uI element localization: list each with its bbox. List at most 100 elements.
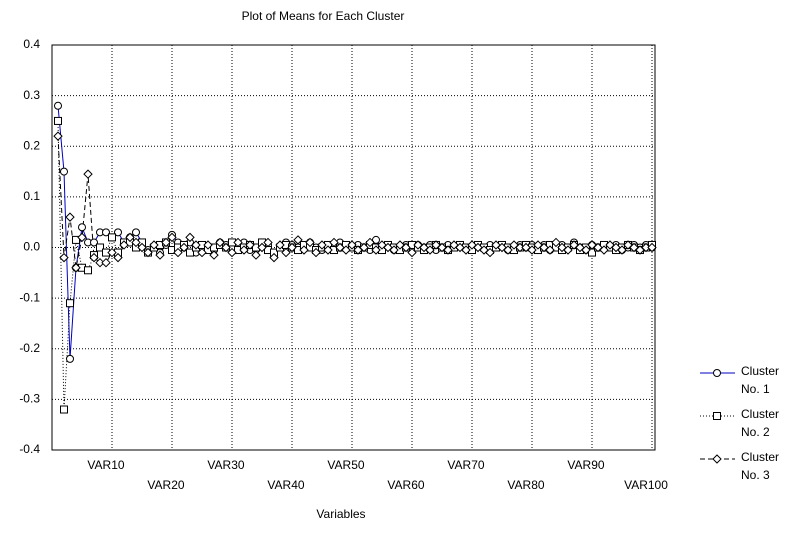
marker [599,245,609,255]
marker [299,245,309,255]
y-tick-label: -0.1 [19,290,40,304]
marker [311,247,321,258]
marker [60,167,68,176]
marker [527,245,537,255]
marker [347,240,357,250]
marker [131,237,141,248]
y-tick-label: -0.2 [19,341,40,355]
marker [149,240,159,250]
marker [84,266,92,275]
marker [54,116,62,125]
marker [72,235,80,244]
legend-label: Cluster No. 3 [741,450,780,482]
marker [545,245,555,255]
marker [323,245,333,255]
marker [66,354,74,363]
marker [101,257,111,268]
marker [509,240,519,250]
marker [623,240,633,250]
marker [53,131,63,141]
marker [371,245,381,255]
marker [137,242,147,253]
marker [365,237,375,248]
x-tick-label: VAR10 [87,458,124,472]
marker [54,101,62,110]
marker [90,238,98,247]
marker [114,228,122,237]
x-tick-label: VAR50 [327,458,364,472]
marker [377,240,387,250]
x-tick-label: VAR20 [147,478,184,492]
marker [341,245,351,255]
x-axis-title: Variables [316,507,365,521]
marker [233,237,243,248]
marker [467,240,477,250]
marker [287,242,297,253]
marker [263,237,273,248]
marker [269,252,279,263]
marker [569,240,579,250]
x-tick-label: VAR80 [507,478,544,492]
marker [503,245,513,255]
marker [395,240,405,250]
marker [407,247,417,258]
marker [443,245,453,255]
marker [281,247,291,258]
marker [186,248,194,257]
marker [60,405,68,414]
marker [533,240,543,250]
x-tick-label: VAR30 [207,458,244,472]
marker [401,242,411,253]
legend-marker [712,454,722,464]
marker [66,299,74,308]
marker [125,232,135,243]
marker [161,237,171,248]
marker [605,240,615,250]
marker [77,232,87,243]
x-tick-label: VAR90 [567,458,604,472]
marker [329,237,339,248]
marker [305,237,315,248]
legend-marker [713,369,721,377]
marker [245,240,255,250]
marker [83,169,93,179]
marker [155,250,165,260]
marker [102,228,110,237]
marker [491,240,501,250]
marker [461,245,471,255]
marker [372,235,380,244]
marker [191,240,201,250]
marker [78,223,86,232]
marker [581,245,591,255]
marker [215,237,225,248]
marker [107,247,117,258]
marker [209,250,219,260]
marker [563,245,573,255]
marker [71,263,81,273]
marker [132,228,140,237]
marker [251,250,261,260]
marker [617,245,627,255]
y-tick-label: 0.2 [23,138,40,152]
marker [317,240,327,250]
x-tick-label: VAR40 [267,478,304,492]
legend-label: Cluster No. 2 [741,407,780,439]
marker [221,242,231,253]
marker [359,242,369,253]
marker [227,247,237,258]
marker [425,245,435,255]
y-tick-label: 0.1 [23,189,40,203]
marker [239,245,249,255]
marker [143,247,153,258]
x-tick-label: VAR70 [447,458,484,472]
chart-title: Plot of Means for Each Cluster [242,9,405,23]
legend-marker [713,412,721,420]
marker [96,243,104,252]
y-tick-label: -0.4 [19,442,40,456]
y-tick-label: 0.4 [23,37,40,51]
marker [197,247,207,258]
marker [89,252,99,263]
marker [179,242,189,253]
